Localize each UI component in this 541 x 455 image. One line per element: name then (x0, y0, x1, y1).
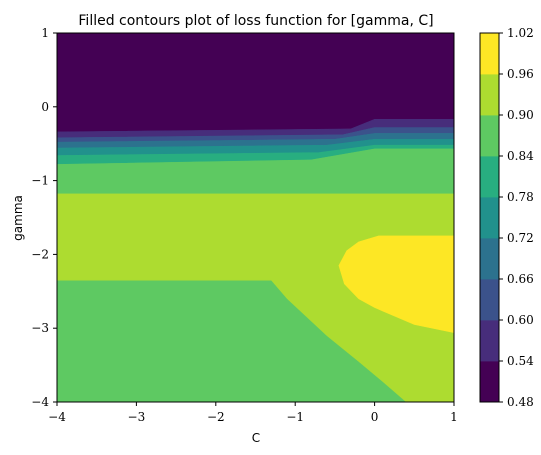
y-tick-label: −4 (31, 395, 49, 409)
colorbar-band (480, 115, 499, 157)
y-axis: 1 0 −1 −2 −3 −4 (31, 26, 57, 409)
contour-region-0.48-0.54 (56, 32, 455, 133)
colorbar-frame (479, 32, 500, 403)
colorbar-tick-label: 0.60 (507, 313, 534, 327)
y-tick-label: −1 (31, 174, 49, 188)
y-tick-label: −3 (31, 321, 49, 335)
colorbar-band (480, 197, 499, 239)
y-tick-label: −2 (31, 247, 49, 261)
colorbar-tick-label: 0.72 (507, 231, 534, 245)
chart-title: Filled contours plot of loss function fo… (78, 13, 433, 29)
colorbar-band (480, 33, 499, 75)
contour-region-0.96-1.02 (338, 235, 455, 333)
colorbar-tick-label: 0.54 (507, 354, 534, 368)
x-tick-label: 1 (450, 410, 458, 424)
x-tick-label: −3 (128, 410, 146, 424)
x-tick-label: −4 (48, 410, 66, 424)
colorbar-band (480, 156, 499, 198)
plot-area (56, 32, 455, 403)
colorbar-tick-label: 0.78 (507, 190, 534, 204)
y-axis-label: gamma (11, 195, 25, 241)
x-tick-label: −2 (207, 410, 225, 424)
colorbar-tick-label: 0.90 (507, 108, 534, 122)
colorbar-band (480, 361, 499, 403)
colorbar: 0.48 0.54 0.60 0.66 0.72 0.78 0.84 0.90 0.96 1.02 (479, 26, 534, 409)
plot-frame (56, 32, 455, 403)
colorbar-band (480, 320, 499, 362)
y-tick-label: 0 (41, 100, 49, 114)
colorbar-tick-label: 0.84 (507, 149, 534, 163)
y-tick-label: 1 (41, 26, 49, 40)
colorbar-band (480, 238, 499, 280)
x-axis-label: C (252, 431, 260, 445)
x-tick-label: −1 (286, 410, 304, 424)
x-axis: −4 −3 −2 −1 0 1 (48, 402, 458, 424)
colorbar-tick-label: 1.02 (507, 26, 534, 40)
colorbar-tick-label: 0.48 (507, 395, 534, 409)
colorbar-tick-label: 0.66 (507, 272, 534, 286)
colorbar-band (480, 74, 499, 116)
x-tick-label: 0 (371, 410, 379, 424)
colorbar-tick-label: 0.96 (507, 67, 534, 81)
colorbar-band (480, 279, 499, 321)
